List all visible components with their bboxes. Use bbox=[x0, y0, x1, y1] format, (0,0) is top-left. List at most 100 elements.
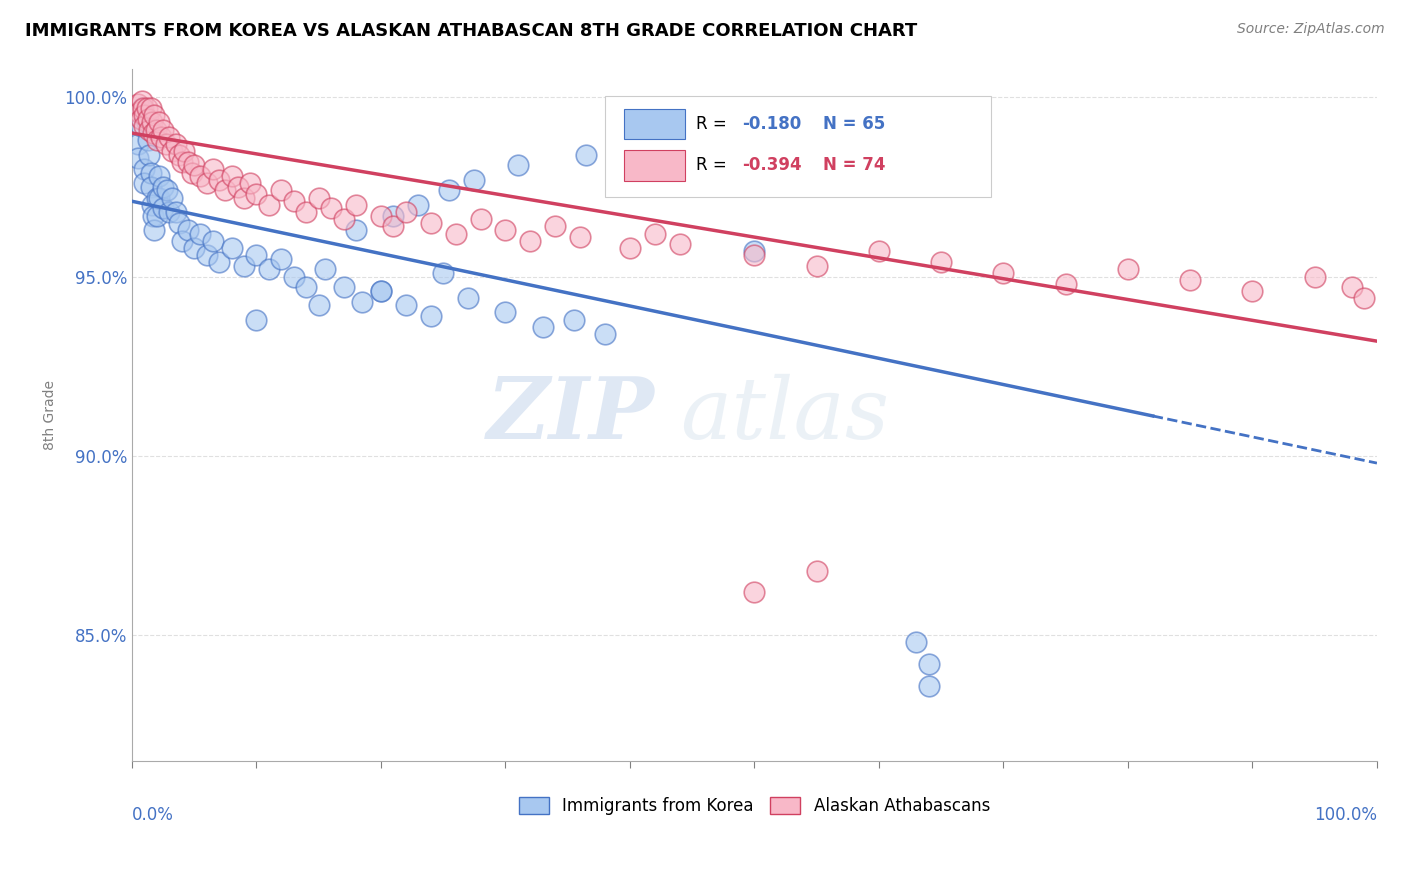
Point bbox=[332, 212, 354, 227]
Point bbox=[141, 115, 163, 129]
Point bbox=[470, 212, 492, 227]
Point bbox=[177, 154, 200, 169]
Point bbox=[190, 169, 212, 183]
Point bbox=[245, 187, 267, 202]
Point bbox=[131, 101, 153, 115]
Point bbox=[148, 115, 170, 129]
Text: R =: R = bbox=[696, 115, 733, 133]
Point bbox=[506, 158, 529, 172]
Point bbox=[245, 248, 267, 262]
Point bbox=[208, 172, 231, 186]
Point bbox=[226, 180, 249, 194]
Point bbox=[444, 227, 467, 241]
Point bbox=[905, 635, 928, 649]
Point bbox=[157, 129, 180, 144]
Point bbox=[139, 180, 162, 194]
Point bbox=[152, 202, 174, 216]
Point bbox=[457, 291, 479, 305]
Text: -0.180: -0.180 bbox=[742, 115, 801, 133]
Point bbox=[295, 280, 318, 294]
Point bbox=[145, 122, 167, 136]
Point bbox=[918, 657, 941, 671]
Text: N = 65: N = 65 bbox=[823, 115, 886, 133]
Text: 100.0%: 100.0% bbox=[1315, 805, 1376, 824]
Point bbox=[146, 191, 169, 205]
Text: ZIP: ZIP bbox=[486, 373, 655, 457]
Legend: Immigrants from Korea, Alaskan Athabascans: Immigrants from Korea, Alaskan Athabasca… bbox=[512, 790, 997, 822]
Point bbox=[141, 198, 163, 212]
Point bbox=[1341, 280, 1364, 294]
Point bbox=[221, 169, 243, 183]
Point bbox=[165, 205, 187, 219]
Point bbox=[134, 161, 156, 176]
Point bbox=[233, 191, 256, 205]
Point bbox=[519, 234, 541, 248]
Point bbox=[283, 194, 305, 209]
Point bbox=[668, 237, 690, 252]
Point bbox=[744, 244, 766, 259]
Point bbox=[344, 223, 367, 237]
Point bbox=[156, 184, 179, 198]
Point bbox=[321, 202, 343, 216]
FancyBboxPatch shape bbox=[624, 109, 685, 139]
Point bbox=[382, 209, 405, 223]
Point bbox=[432, 266, 454, 280]
Point bbox=[993, 266, 1015, 280]
Point bbox=[308, 191, 330, 205]
Point bbox=[146, 133, 169, 147]
Point bbox=[270, 252, 292, 266]
Point bbox=[129, 112, 152, 126]
Point bbox=[1353, 291, 1375, 305]
Text: atlas: atlas bbox=[679, 374, 889, 456]
Point bbox=[352, 294, 374, 309]
Point bbox=[142, 126, 165, 140]
Point bbox=[143, 108, 166, 122]
Point bbox=[1054, 277, 1077, 291]
Point bbox=[395, 298, 418, 312]
Point bbox=[139, 165, 162, 179]
Point bbox=[257, 198, 280, 212]
Point bbox=[127, 151, 149, 165]
Point bbox=[139, 101, 162, 115]
Point bbox=[180, 165, 202, 179]
Point bbox=[370, 209, 392, 223]
Point bbox=[127, 136, 149, 151]
Point bbox=[1303, 269, 1326, 284]
Point bbox=[644, 227, 666, 241]
FancyBboxPatch shape bbox=[605, 96, 991, 196]
Point bbox=[170, 154, 193, 169]
Point bbox=[134, 177, 156, 191]
Point bbox=[918, 679, 941, 693]
Text: N = 74: N = 74 bbox=[823, 156, 886, 175]
Point bbox=[149, 129, 172, 144]
Point bbox=[314, 262, 336, 277]
Point bbox=[245, 312, 267, 326]
Point bbox=[239, 177, 262, 191]
Point bbox=[132, 101, 155, 115]
Point bbox=[221, 241, 243, 255]
Point bbox=[575, 147, 598, 161]
Point bbox=[148, 191, 170, 205]
Point bbox=[744, 585, 766, 599]
Point bbox=[177, 223, 200, 237]
Point bbox=[744, 248, 766, 262]
Point bbox=[152, 122, 174, 136]
Point bbox=[370, 284, 392, 298]
Point bbox=[127, 97, 149, 112]
Point bbox=[208, 255, 231, 269]
Point bbox=[183, 241, 205, 255]
Point bbox=[494, 223, 516, 237]
Point bbox=[143, 223, 166, 237]
Point bbox=[201, 161, 224, 176]
Point bbox=[619, 241, 641, 255]
Point bbox=[257, 262, 280, 277]
Text: -0.394: -0.394 bbox=[742, 156, 801, 175]
Point bbox=[419, 309, 441, 323]
Point bbox=[544, 219, 567, 234]
Point bbox=[195, 248, 218, 262]
Point bbox=[395, 205, 418, 219]
Point bbox=[136, 112, 159, 126]
Point bbox=[283, 269, 305, 284]
Point bbox=[382, 219, 405, 234]
Point bbox=[131, 94, 153, 108]
